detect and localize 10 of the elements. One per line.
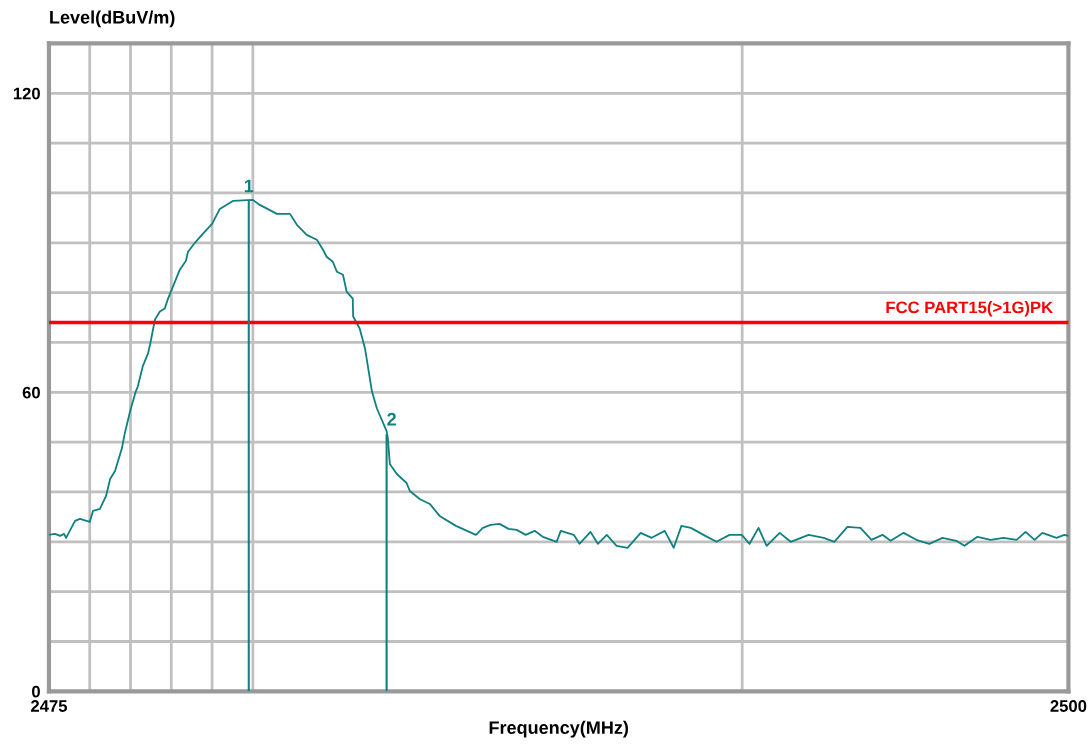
x-axis-title: Frequency(MHz) — [489, 720, 629, 738]
x-tick-label: 2475 — [31, 700, 68, 712]
ref-line-label: FCC PART15(>1G)PK — [886, 301, 1053, 317]
annotation: 2 — [387, 412, 396, 426]
y-tick-label: 120 — [13, 87, 40, 100]
x-tick-label: 2500 — [1050, 700, 1087, 712]
y-tick-label: 0 — [32, 685, 40, 698]
y-tick-label: 60 — [22, 386, 40, 399]
annotation: 1 — [244, 179, 254, 193]
y-axis-title: Level(dBuV/m) — [50, 10, 175, 28]
